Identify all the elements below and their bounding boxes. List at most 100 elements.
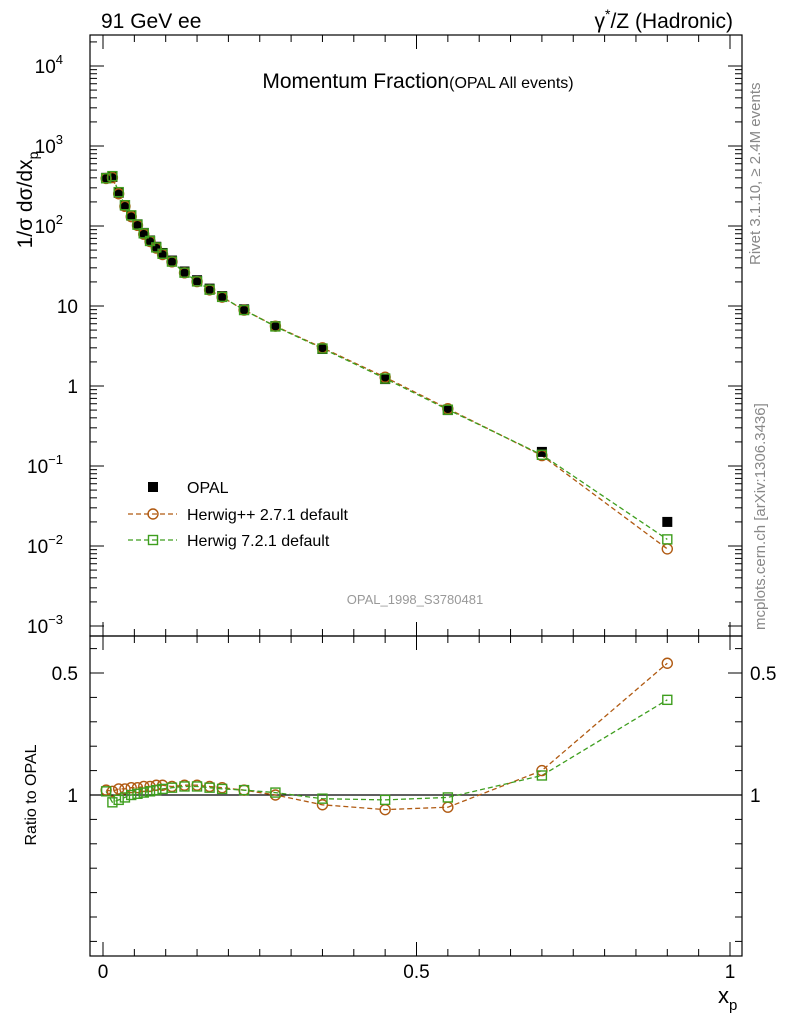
- ratio-ytick-label-right: 0.5: [750, 664, 776, 685]
- main-mc-point: [126, 210, 137, 221]
- ratio-mc-point: [144, 786, 156, 797]
- main-mc-point: [138, 228, 149, 239]
- main-data-point: [145, 235, 156, 246]
- ratio-mc-point: [106, 785, 119, 798]
- main-mc-point: [166, 256, 178, 267]
- main-ytick-label: 10: [57, 297, 78, 318]
- main-mc-point: [536, 449, 548, 461]
- ratio-mc-point: [191, 781, 203, 792]
- main-ytick-label: 104: [35, 52, 63, 78]
- main-data-point: [442, 405, 453, 416]
- ratio-mc-point: [100, 786, 112, 797]
- main-mc-point: [317, 343, 328, 354]
- main-mc-point: [119, 199, 131, 211]
- ratio-mc-point: [126, 789, 137, 801]
- xtick-label: 0: [98, 962, 109, 983]
- main-ytick-label: 102: [35, 212, 63, 238]
- main-data-point: [179, 266, 190, 277]
- main-panel: 10−3 10−2 10−1 1 10 102 103 104 Momentum Fracti…: [14, 34, 743, 638]
- ratio-ylabel: Ratio to OPAL: [23, 744, 40, 845]
- ratio-mc-point: [316, 799, 329, 811]
- main-data-point: [113, 187, 124, 198]
- main-mc-point: [151, 242, 162, 253]
- ratio-series-line-0: [105, 662, 668, 811]
- main-mc-point: [238, 304, 250, 316]
- ratio-ytick-label: 0.5: [52, 664, 78, 685]
- rivet-label: Rivet 3.1.10, ≥ 2.4M events: [747, 83, 764, 266]
- main-data-point: [166, 255, 177, 266]
- main-ytick-label: 10−2: [27, 532, 63, 558]
- main-data-point: [204, 283, 215, 294]
- main-data-point: [101, 172, 112, 183]
- legend-marker: [147, 534, 159, 546]
- ratio-ytick-label: 1: [67, 786, 78, 807]
- main-ytick-label: 10−1: [27, 452, 63, 478]
- ratio-mc-point: [107, 797, 118, 808]
- ratio-mc-point: [317, 793, 328, 804]
- legend: OPAL Herwig++ 2.7.1 default Herwig 7.2.1 d…: [128, 480, 349, 550]
- main-mc-point: [270, 321, 281, 332]
- main-mc-point: [662, 534, 673, 545]
- main-mc-point: [107, 170, 118, 182]
- main-data-point: [217, 291, 228, 302]
- main-data-point: [132, 219, 143, 230]
- ratio-mc-point: [138, 787, 149, 798]
- ratio-mc-point: [119, 792, 131, 803]
- ratio-mc-point: [166, 782, 178, 793]
- ratio-mc-point: [536, 770, 548, 781]
- main-mc-point: [100, 173, 112, 184]
- ratio-markers: [100, 657, 673, 816]
- ratio-mc-point: [113, 794, 124, 806]
- ratio-panel: 0.50.5112200.51 Ratio to OPAL xp: [23, 635, 776, 1014]
- main-mc-point: [442, 404, 454, 415]
- legend-label: OPAL: [187, 480, 229, 497]
- main-mc-point: [144, 235, 156, 247]
- main-ytick-label: 103: [35, 132, 63, 158]
- chart-title: Momentum Fraction(OPAL All events): [262, 70, 573, 93]
- main-data-point: [239, 304, 250, 315]
- ratio-series-line-1: [105, 699, 668, 804]
- main-data-point: [126, 210, 137, 221]
- header-right: γ*/Z (Hadronic): [595, 6, 733, 33]
- legend-label: Herwig++ 2.7.1 default: [187, 507, 349, 524]
- ratio-mc-point: [204, 782, 215, 793]
- main-ticks: 10−3 10−2 10−1 1 10 102 103 104: [27, 35, 742, 638]
- legend-marker-opal: [148, 482, 158, 492]
- main-mc-point: [191, 276, 203, 287]
- legend-entry: Herwig 7.2.1 default: [128, 533, 330, 550]
- main-mc-point: [379, 373, 391, 384]
- main-data-point: [270, 321, 281, 332]
- main-data-point: [138, 227, 149, 238]
- ratio-mc-point: [179, 781, 190, 792]
- ratio-mc-point: [661, 657, 673, 669]
- legend-label: Herwig 7.2.1 default: [187, 533, 330, 550]
- main-data-point: [317, 344, 328, 355]
- legend-entry: OPAL: [148, 480, 229, 497]
- ratio-series-lines: [105, 662, 668, 811]
- main-data-point: [662, 516, 673, 527]
- xtick-label: 0.5: [403, 962, 429, 983]
- main-data-point: [157, 247, 168, 258]
- ratio-mc-point: [238, 784, 250, 796]
- main-data-point: [107, 171, 118, 182]
- ratio-mc-point: [119, 783, 131, 795]
- xtick-label: 1: [725, 962, 736, 983]
- ratio-ticks: 0.50.5112200.51: [52, 636, 776, 983]
- main-ytick-label: 1: [67, 377, 78, 398]
- ratio-mc-point: [662, 694, 673, 706]
- ratio-mc-point: [270, 787, 281, 798]
- main-data-point: [192, 275, 203, 286]
- main-mc-point: [204, 284, 215, 295]
- ratio-mc-point: [379, 794, 391, 806]
- main-mc-point: [113, 186, 124, 198]
- xlabel: xp: [718, 983, 737, 1014]
- main-mc-point: [661, 543, 673, 555]
- ratio-ytick-label-right: 1: [750, 786, 761, 807]
- main-data-point: [380, 374, 391, 385]
- mcplots-label: mcplots.cern.ch [arXiv:1306.3436]: [752, 403, 769, 630]
- main-data-point: [119, 200, 130, 211]
- ratio-frame: [89, 635, 743, 957]
- header-left: 91 GeV ee: [101, 10, 201, 33]
- ratio-mc-point: [442, 792, 454, 803]
